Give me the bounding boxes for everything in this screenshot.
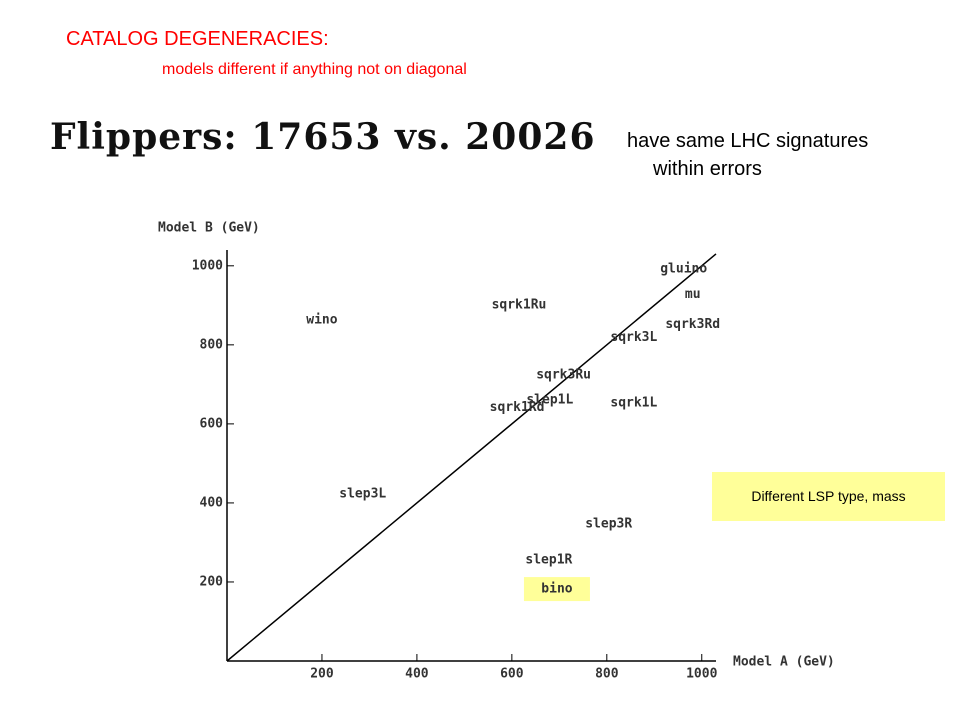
callout-box: Different LSP type, mass	[712, 472, 945, 521]
x-tick-label: 400	[405, 667, 429, 682]
y-tick-label: 200	[200, 574, 224, 589]
point-label: slep3L	[339, 486, 386, 501]
point-label: sqrk3Ru	[536, 367, 591, 382]
y-tick-label: 400	[200, 495, 224, 510]
y-axis-label: Model B (GeV)	[158, 221, 260, 236]
point-label: sqrk3L	[610, 330, 657, 345]
slide-title: CATALOG DEGENERACIES:	[66, 28, 329, 50]
label-highlight	[523, 577, 590, 602]
flippers-heading: Flippers: 17653 vs. 20026	[50, 116, 596, 158]
y-tick-label: 1000	[192, 258, 223, 273]
note-line: have same LHC signatures	[627, 130, 869, 152]
y-tick-label: 600	[200, 416, 224, 431]
point-label: mu	[685, 287, 701, 302]
point-label: slep1R	[525, 552, 572, 567]
point-label: sqrk3Rd	[665, 317, 720, 332]
point-label: slep3R	[585, 516, 632, 531]
point-label: slep1L	[526, 392, 573, 407]
slide-subtitle: models different if anything not on diag…	[162, 61, 467, 78]
point-label: sqrk1Rd	[490, 400, 545, 415]
y-tick-label: 800	[200, 337, 224, 352]
point-label: bino	[541, 582, 572, 597]
x-tick-label: 600	[500, 667, 524, 682]
point-label: gluino	[660, 261, 707, 276]
x-tick-label: 200	[310, 667, 334, 682]
point-label: wino	[306, 312, 337, 327]
x-tick-label: 800	[595, 667, 619, 682]
x-axis-label: Model A (GeV)	[733, 655, 835, 670]
diagonal	[226, 253, 717, 662]
x-tick-label: 1000	[686, 667, 717, 682]
note-line: within errors	[653, 158, 762, 180]
point-label: sqrk1Ru	[492, 297, 547, 312]
point-label: sqrk1L	[610, 395, 657, 410]
